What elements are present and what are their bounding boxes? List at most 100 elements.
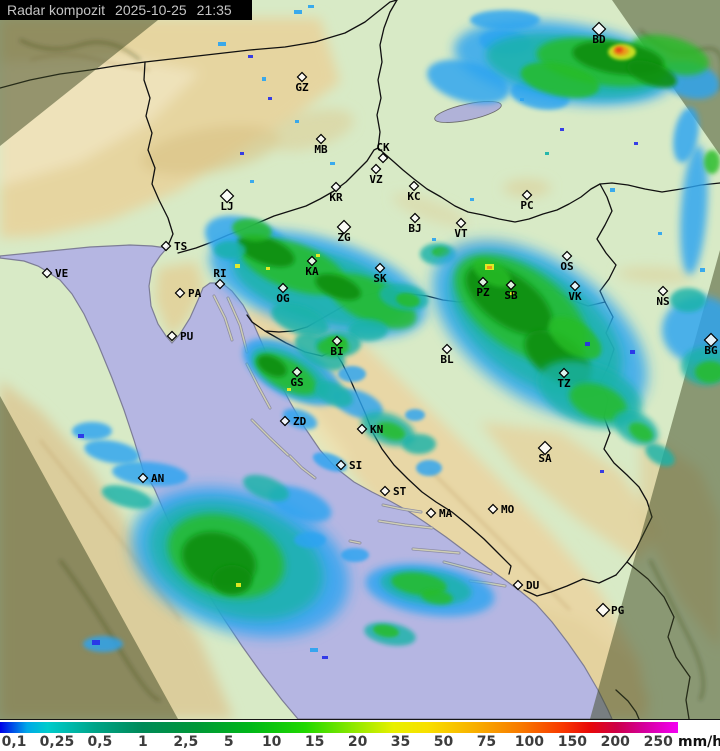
city-label: NS bbox=[656, 295, 669, 308]
city-diamond-icon bbox=[174, 287, 186, 299]
city-diamond-icon bbox=[455, 217, 467, 229]
radar-speck bbox=[240, 152, 244, 155]
city-label: SI bbox=[349, 459, 362, 472]
city-BL: BL bbox=[440, 343, 454, 366]
city-label: TS bbox=[174, 240, 187, 253]
radar-speck bbox=[510, 292, 514, 295]
city-diamond-icon bbox=[160, 240, 172, 252]
city-label: PU bbox=[180, 330, 194, 343]
city-label: ZG bbox=[337, 231, 351, 244]
radar-echo bbox=[84, 440, 140, 464]
city-label: VZ bbox=[369, 173, 383, 186]
city-PZ: PZ bbox=[476, 276, 490, 299]
city-OG: OG bbox=[276, 282, 290, 305]
city-VT: VT bbox=[454, 217, 468, 240]
radar-echo bbox=[673, 107, 699, 163]
radar-echo bbox=[317, 338, 349, 356]
city-DU: DU bbox=[512, 579, 540, 592]
city-label: KN bbox=[370, 423, 383, 436]
radar-speck bbox=[634, 142, 638, 145]
radar-echo bbox=[520, 62, 600, 98]
legend-colorbar bbox=[0, 722, 678, 733]
radar-speck bbox=[266, 267, 270, 270]
city-BI: BI bbox=[330, 335, 344, 358]
radar-echo bbox=[112, 461, 188, 487]
radar-echo bbox=[662, 296, 720, 364]
radar-echo-layer bbox=[72, 5, 720, 659]
city-diamond-icon bbox=[521, 189, 533, 201]
legend-tick: 15 bbox=[304, 734, 325, 750]
city-diamond-icon bbox=[377, 152, 389, 164]
city-diamond-icon bbox=[137, 472, 149, 484]
radar-speck bbox=[262, 77, 266, 81]
radar-speck bbox=[520, 98, 524, 101]
radar-speck bbox=[700, 268, 705, 272]
city-label: GS bbox=[290, 376, 303, 389]
radar-speck bbox=[322, 656, 328, 659]
radar-echo bbox=[83, 636, 123, 652]
intensity-legend: 0,1 0,25 0,5 1 2,5 5 10 15 20 35 50 75 100 150 200 250 … bbox=[0, 719, 720, 751]
radar-speck bbox=[310, 648, 318, 652]
city-diamond-icon bbox=[657, 285, 669, 297]
city-KA: KA bbox=[305, 255, 319, 278]
city-GZ: GZ bbox=[295, 71, 309, 94]
city-OS: OS bbox=[560, 250, 574, 273]
city-label: BD bbox=[592, 33, 606, 46]
radar-speck bbox=[268, 97, 272, 100]
radar-speck bbox=[330, 162, 335, 165]
radar-echo bbox=[704, 150, 720, 174]
city-KN: KN bbox=[356, 423, 383, 436]
city-diamond-icon bbox=[379, 485, 391, 497]
city-ZG: ZG bbox=[336, 219, 352, 244]
legend-tick: 100 bbox=[514, 734, 545, 750]
radar-echo bbox=[373, 624, 399, 638]
radar-echo bbox=[214, 241, 246, 259]
city-diamond-icon bbox=[561, 250, 573, 262]
city-PU: PU bbox=[166, 330, 194, 343]
city-diamond-icon bbox=[315, 133, 327, 145]
city-label: OG bbox=[276, 292, 290, 305]
radar-echo bbox=[282, 408, 318, 430]
radar-echo bbox=[670, 288, 706, 312]
city-label: PC bbox=[520, 199, 533, 212]
radar-echo bbox=[232, 218, 272, 242]
radar-speck bbox=[248, 55, 253, 58]
map-svg: GZ MB CK VZ KR KC BD PC LJ TS VE PA PU RI KA ZG SK BJ VT OS… bbox=[0, 0, 720, 719]
city-diamond-icon bbox=[505, 279, 517, 291]
legend-tick: 75 bbox=[476, 734, 497, 750]
radar-echo bbox=[243, 474, 289, 502]
city-label: PZ bbox=[476, 286, 490, 299]
city-diamond-icon bbox=[277, 282, 289, 294]
city-TS: TS bbox=[160, 240, 187, 253]
lake-balaton bbox=[434, 101, 502, 123]
radar-speck bbox=[308, 5, 314, 8]
city-SA: SA bbox=[537, 440, 553, 465]
product-title: Radar kompozit bbox=[7, 2, 106, 18]
city-diamond-icon bbox=[558, 367, 570, 379]
city-ST: ST bbox=[379, 485, 407, 498]
city-diamond-icon bbox=[356, 423, 368, 435]
city-diamond-icon bbox=[703, 332, 719, 348]
radar-echo bbox=[396, 292, 420, 308]
city-label: TZ bbox=[557, 377, 571, 390]
radar-echo bbox=[695, 361, 720, 383]
radar-echo bbox=[376, 421, 406, 441]
radar-speck bbox=[295, 120, 299, 123]
radar-speck bbox=[294, 10, 302, 14]
legend-tick: 0,1 bbox=[1, 734, 27, 750]
legend-tick-row: 0,1 0,25 0,5 1 2,5 5 10 15 20 35 50 75 100 150 200 250 bbox=[0, 734, 720, 751]
city-diamond-icon bbox=[487, 503, 499, 515]
radar-speck bbox=[600, 470, 604, 473]
radar-echo bbox=[237, 235, 295, 267]
city-PC: PC bbox=[520, 189, 534, 212]
city-diamond-icon bbox=[374, 262, 386, 274]
city-SK: SK bbox=[373, 262, 387, 285]
city-label: BG bbox=[704, 344, 718, 357]
radar-speck bbox=[236, 583, 241, 587]
radar-echo bbox=[627, 60, 677, 88]
city-diamond-icon bbox=[569, 280, 581, 292]
city-label: SA bbox=[538, 452, 552, 465]
city-GS: GS bbox=[290, 366, 304, 389]
city-SB: SB bbox=[504, 279, 518, 302]
